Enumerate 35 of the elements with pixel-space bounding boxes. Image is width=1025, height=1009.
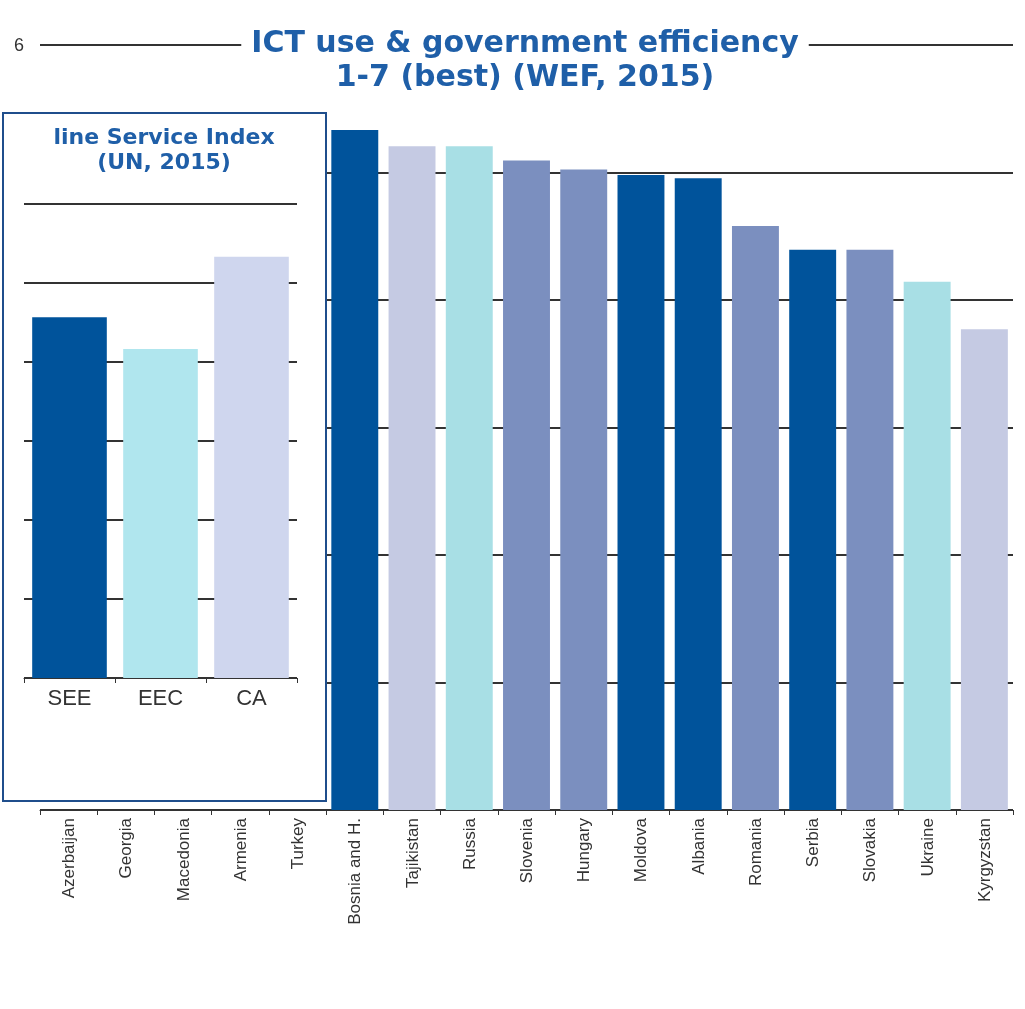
x-tick-label: Georgia (116, 817, 136, 879)
x-tick-label: Macedonia (173, 817, 193, 902)
bar (503, 160, 550, 810)
x-tick-label: Tajikistan (402, 818, 422, 888)
bar (846, 249, 894, 810)
x-tick-label: Azerbaijan (59, 818, 79, 899)
x-tick-label: EEC (137, 684, 184, 710)
chart-title: line Service Index (UN, 2015) (53, 124, 275, 175)
x-tick-label: Ukraine (917, 818, 937, 877)
bar (960, 329, 1008, 810)
x-tick-label: SEE (47, 684, 92, 710)
x-tick-label: Hungary (574, 817, 594, 883)
x-tick-label: Russia (459, 817, 479, 870)
bar (331, 130, 379, 810)
x-tick-label: Slovakia (860, 817, 880, 883)
x-tick-label: CA (236, 684, 268, 710)
x-tick-label: Romania (745, 817, 765, 887)
x-tick-label: Slovenia (517, 817, 536, 884)
bar (388, 146, 436, 810)
bar (903, 281, 951, 810)
x-tick-label: Bosnia and H. (345, 818, 365, 925)
x-tick-label: Moldova (631, 817, 651, 883)
x-tick-label: Kyrgyzstan (974, 818, 994, 903)
x-tick-label: Albania (688, 817, 708, 875)
bar (731, 225, 779, 810)
bar (674, 178, 722, 810)
bar (617, 174, 665, 810)
x-tick-label: Turkey (288, 817, 308, 870)
bar (560, 169, 608, 810)
x-tick-label: Serbia (803, 817, 823, 868)
bar (445, 146, 493, 810)
chart-title: ICT use & government efficiency 1-7 (best) (WEF, 2015) (251, 23, 800, 94)
bar (789, 249, 837, 810)
text: 6 (14, 35, 25, 55)
x-tick-label: Armenia (230, 817, 250, 882)
